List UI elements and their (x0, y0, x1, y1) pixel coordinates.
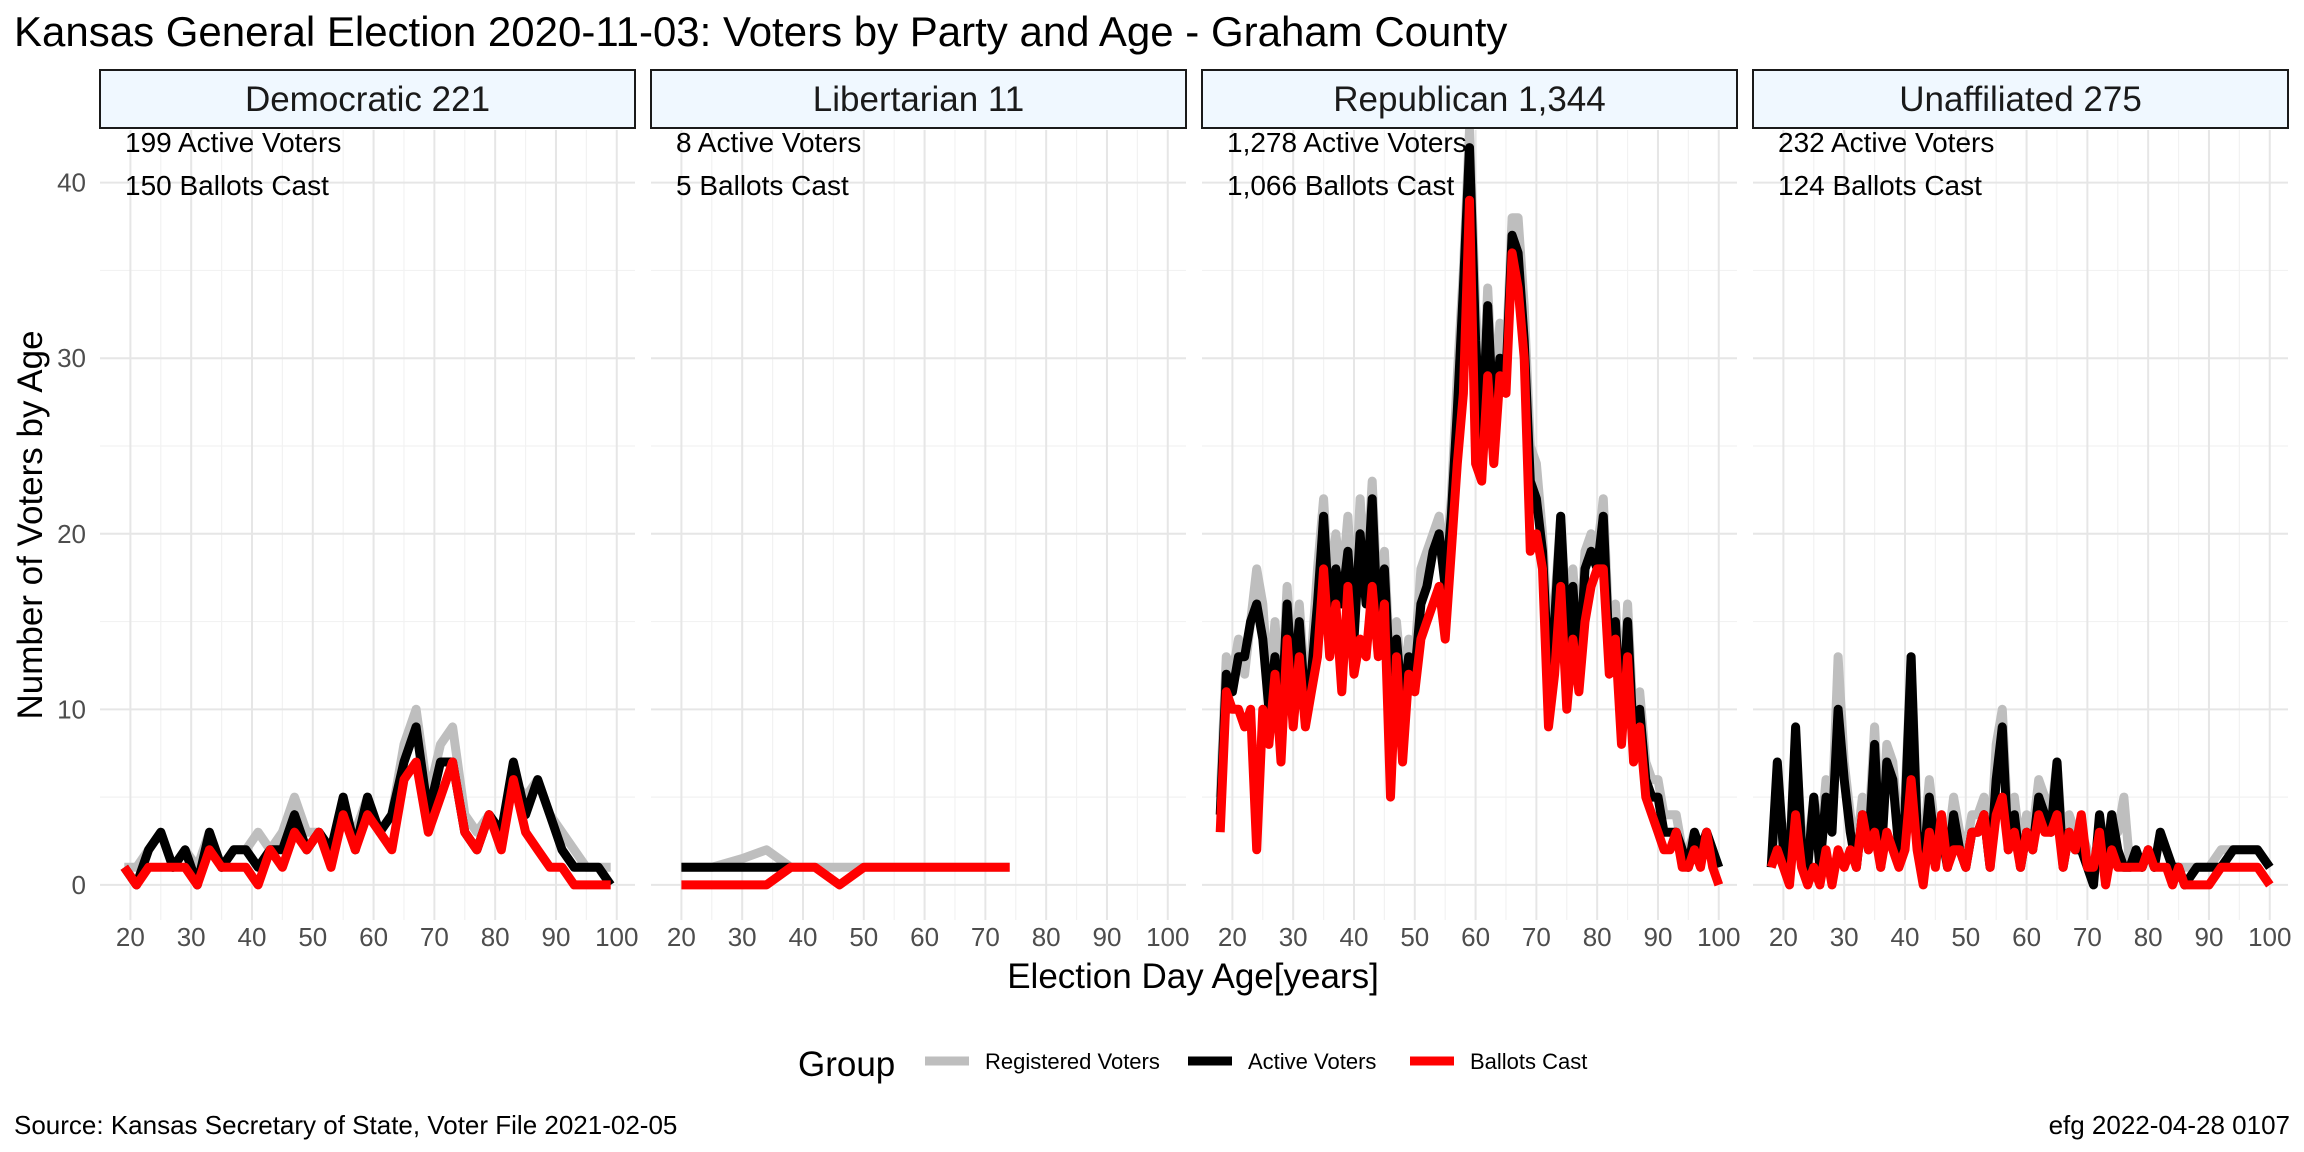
x-tick-label: 30 (1279, 922, 1308, 952)
x-tick-label: 20 (1218, 922, 1247, 952)
x-tick-label: 80 (1583, 922, 1612, 952)
panel-annotation: 199 Active Voters (125, 127, 341, 158)
facet-panel: 20 30 40 50 60 70 80 90 100 Republican 1,344 1,278… (1201, 69, 1740, 952)
y-axis: 0 10 20 30 40 (57, 168, 86, 900)
y-tick-label: 20 (57, 519, 86, 549)
legend-title: Group (798, 1045, 895, 1084)
x-tick-label: 50 (1951, 922, 1980, 952)
x-tick-label: 80 (2134, 922, 2163, 952)
x-tick-label: 70 (2073, 922, 2102, 952)
x-tick-label: 90 (2195, 922, 2224, 952)
panel-annotation: 8 Active Voters (676, 127, 861, 158)
x-tick-label: 60 (1461, 922, 1490, 952)
series-line (1766, 775, 2274, 890)
y-tick-label: 30 (57, 343, 86, 373)
y-tick-label: 40 (57, 168, 86, 198)
x-tick-label: 70 (420, 922, 449, 952)
facet-panel: 20 30 40 50 60 70 80 90 100 Unaffiliated 275 232 A… (1752, 69, 2291, 952)
chart-title: Kansas General Election 2020-11-03: Vote… (14, 8, 1507, 55)
x-tick-label: 80 (481, 922, 510, 952)
x-tick-label: 40 (1340, 922, 1369, 952)
facet-panel: 20 30 40 50 60 70 80 90 100 Democratic 221 199 Act… (99, 69, 638, 952)
facet-strip-label: Republican 1,344 (1333, 80, 1605, 119)
x-tick-label: 40 (1891, 922, 1920, 952)
x-tick-label: 70 (971, 922, 1000, 952)
panel-annotation: 124 Ballots Cast (1778, 170, 1982, 201)
facet-strip (1752, 69, 2289, 129)
x-axis-title: Election Day Age[years] (1007, 957, 1379, 996)
x-tick-label: 50 (849, 922, 878, 952)
y-axis-title: Number of Voters by Age (11, 330, 50, 719)
x-tick-label: 100 (2248, 922, 2291, 952)
facet-panel: 20 30 40 50 60 70 80 90 100 Libertarian 11 8 Activ… (650, 69, 1189, 952)
facet-panels: 20 30 40 50 60 70 80 90 100 Democratic 221 199 Act… (99, 69, 2291, 952)
credit-caption: efg 2022-04-28 0107 (2049, 1110, 2290, 1140)
panel-annotation: 232 Active Voters (1778, 127, 1994, 158)
x-tick-label: 100 (1146, 922, 1189, 952)
facet-strip (1201, 69, 1738, 129)
facet-strip-label: Libertarian 11 (813, 80, 1024, 119)
x-tick-label: 30 (728, 922, 757, 952)
x-tick-label: 60 (910, 922, 939, 952)
legend: Group Registered Voters Active Voters Ball… (798, 1045, 1587, 1084)
facet-strip (99, 69, 636, 129)
x-tick-label: 80 (1032, 922, 1061, 952)
panel-annotation: 1,278 Active Voters (1227, 127, 1467, 158)
x-tick-label: 20 (1769, 922, 1798, 952)
source-caption: Source: Kansas Secretary of State, Voter… (14, 1110, 677, 1140)
x-tick-label: 60 (359, 922, 388, 952)
x-tick-label: 40 (789, 922, 818, 952)
legend-label: Ballots Cast (1470, 1049, 1587, 1074)
x-tick-label: 90 (542, 922, 571, 952)
x-tick-label: 20 (116, 922, 145, 952)
x-tick-label: 50 (1400, 922, 1429, 952)
series-line (1215, 195, 1724, 887)
x-tick-label: 100 (1697, 922, 1740, 952)
x-tick-label: 90 (1093, 922, 1122, 952)
legend-label: Active Voters (1248, 1049, 1376, 1074)
series-line (120, 757, 611, 890)
y-tick-label: 10 (57, 694, 86, 724)
series-line (681, 862, 1010, 890)
x-tick-label: 70 (1522, 922, 1551, 952)
x-tick-label: 40 (238, 922, 267, 952)
legend-label: Registered Voters (985, 1049, 1160, 1074)
x-tick-label: 20 (667, 922, 696, 952)
facet-strip (650, 69, 1187, 129)
x-tick-label: 50 (298, 922, 327, 952)
x-tick-label: 60 (2012, 922, 2041, 952)
panel-annotation: 150 Ballots Cast (125, 170, 329, 201)
x-tick-label: 30 (1830, 922, 1859, 952)
facet-strip-label: Unaffiliated 275 (1899, 80, 2142, 119)
panel-annotation: 5 Ballots Cast (676, 170, 849, 201)
panel-annotation: 1,066 Ballots Cast (1227, 170, 1454, 201)
x-tick-label: 100 (595, 922, 638, 952)
facet-strip-label: Democratic 221 (245, 80, 490, 119)
x-tick-label: 90 (1644, 922, 1673, 952)
y-tick-label: 0 (72, 870, 86, 900)
x-tick-label: 30 (177, 922, 206, 952)
